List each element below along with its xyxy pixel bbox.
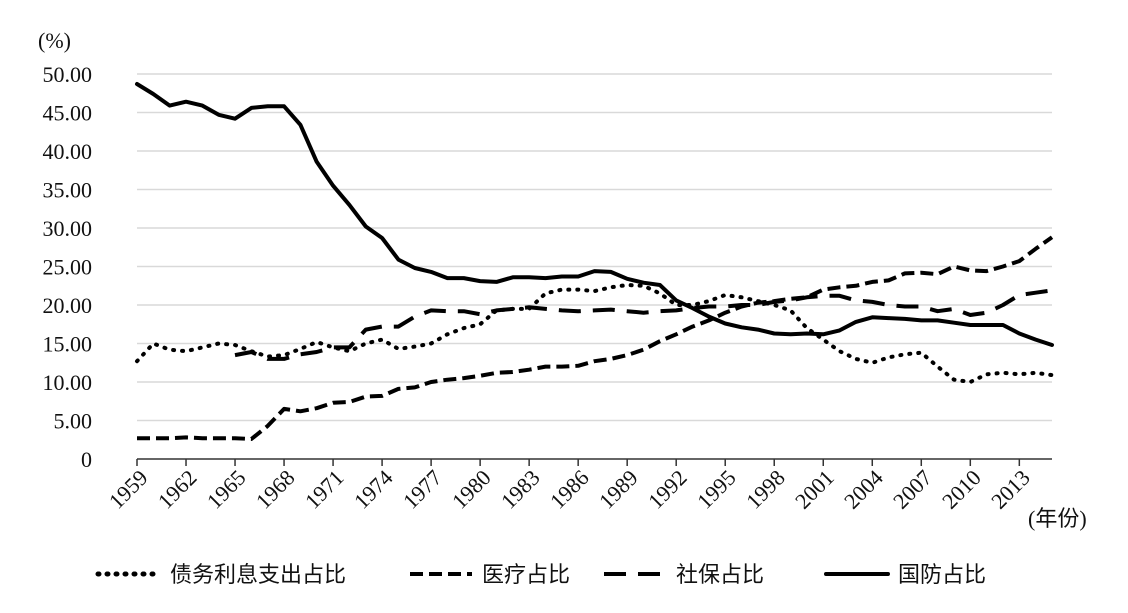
x-tick-label: 1971 [300, 465, 349, 514]
x-tick-label: 1992 [643, 465, 692, 514]
series-line-1 [137, 235, 1054, 441]
x-tick-label: 1980 [447, 465, 496, 514]
y-tick-label: 45.00 [43, 101, 93, 126]
legend-label-1: 医疗占比 [482, 563, 570, 588]
y-tick-label: 40.00 [43, 139, 93, 164]
x-tick-label: 2004 [839, 465, 888, 514]
x-tick-label: 2001 [790, 465, 839, 514]
x-tick-label: 1962 [153, 465, 202, 514]
x-tick-label: 1974 [349, 465, 398, 514]
y-tick-label: 5.00 [54, 409, 93, 434]
x-tick-label: 2007 [888, 465, 937, 514]
series-line-3 [135, 82, 1054, 347]
y-tick-label: 0 [81, 447, 92, 472]
x-tick-label: 1965 [202, 465, 251, 514]
x-tick-label: 1983 [496, 465, 545, 514]
y-tick-label: 50.00 [43, 62, 93, 87]
x-tick-label: 1977 [398, 465, 447, 514]
legend-label-2: 社保占比 [676, 563, 764, 588]
legend: 债务利息支出占比 医疗占比 社保占比 国防占比 [95, 563, 986, 588]
y-tick-label: 35.00 [43, 178, 93, 203]
series-line-2 [234, 288, 1053, 361]
y-tick-label: 20.00 [43, 293, 93, 318]
x-tick-label: 1998 [741, 465, 790, 514]
y-tick-label: 10.00 [43, 370, 93, 395]
series-lines [135, 82, 1054, 441]
y-tick-label: 15.00 [43, 332, 93, 357]
x-tick-label: 1989 [594, 465, 643, 514]
x-tick-label: 2010 [937, 465, 986, 514]
y-tick-label: 25.00 [43, 255, 93, 280]
grid-lines [137, 73, 1052, 422]
legend-label-0: 债务利息支出占比 [170, 563, 346, 588]
x-tick-label: 1986 [545, 465, 594, 514]
legend-label-3: 国防占比 [898, 563, 986, 588]
x-tick-label: 1959 [104, 465, 153, 514]
x-axis-ticks: 1959 1962 1965 1968 1971 1974 1977 1980 1983 1986… [104, 459, 1035, 514]
y-axis-ticks: 0 5.00 10.00 15.00 20.00 25.00 30.00 35.00 40.00… [43, 62, 93, 472]
y-tick-label: 30.00 [43, 216, 93, 241]
y-axis-unit: (%) [38, 28, 71, 53]
x-tick-label: 1995 [692, 465, 741, 514]
series-line-0 [135, 283, 1054, 384]
x-tick-label: 1968 [251, 465, 300, 514]
x-axis-unit: (年份) [1028, 506, 1087, 531]
